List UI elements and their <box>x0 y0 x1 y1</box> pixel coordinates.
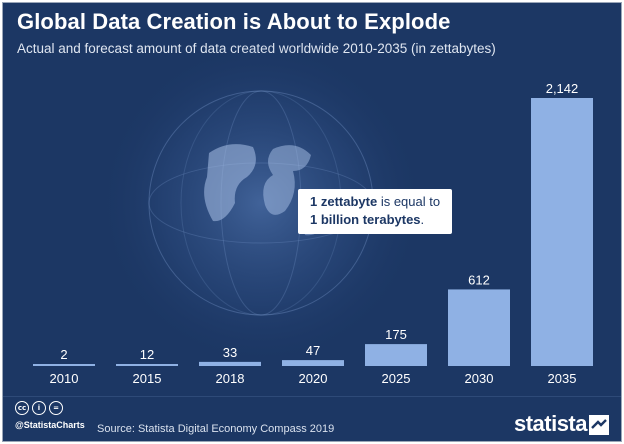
category-label-2010: 2010 <box>50 371 79 386</box>
social-handle[interactable]: @StatistaCharts <box>15 420 85 430</box>
brand-logo-text[interactable]: statista <box>513 411 588 436</box>
globe-illustration <box>96 38 426 368</box>
attribution-icon: i <box>32 401 46 415</box>
category-label-2015: 2015 <box>133 371 162 386</box>
no-derivatives-icon: = <box>49 401 63 415</box>
callout-text-2: . <box>420 212 425 227</box>
value-label-2020: 47 <box>306 343 320 358</box>
bar-2030 <box>448 289 510 366</box>
value-label-2030: 612 <box>468 272 490 287</box>
value-label-2010: 2 <box>60 347 67 362</box>
source-note: Source: Statista Digital Economy Compass… <box>97 423 335 435</box>
callout-bold-1: 1 zettabyte <box>310 194 378 209</box>
creative-commons-icon: cc <box>15 401 29 415</box>
bar-2020 <box>282 360 344 366</box>
category-label-2018: 2018 <box>216 371 245 386</box>
statista-logo-icon <box>589 415 609 435</box>
value-label-2025: 175 <box>385 327 407 342</box>
license-icons: cc i = <box>15 401 63 415</box>
bar-2018 <box>199 361 261 366</box>
bar-2025 <box>365 344 427 366</box>
chart-title: Global Data Creation is About to Explode <box>17 9 451 34</box>
bar-2035 <box>531 98 593 366</box>
zettabyte-callout: 1 zettabyte is equal to 1 billion teraby… <box>298 189 453 234</box>
callout-bold-2: 1 billion terabytes <box>310 212 421 227</box>
category-label-2030: 2030 <box>465 371 494 386</box>
category-label-2035: 2035 <box>548 371 577 386</box>
category-label-2025: 2025 <box>382 371 411 386</box>
callout-text-1: is equal to <box>377 194 441 209</box>
value-label-2035: 2,142 <box>546 81 579 96</box>
bar-2010 <box>33 364 95 366</box>
bar-chart: 2 2010 12 2015 33 2018 47 2020 175 2025 612 2030 2,1… <box>33 38 593 386</box>
footer-divider <box>3 396 621 397</box>
category-label-2020: 2020 <box>299 371 328 386</box>
bars-group: 2 2010 12 2015 33 2018 47 2020 175 2025 612 2030 2,1… <box>33 81 593 386</box>
bar-2015 <box>116 364 178 366</box>
value-label-2015: 12 <box>140 347 154 362</box>
value-label-2018: 33 <box>223 345 237 360</box>
